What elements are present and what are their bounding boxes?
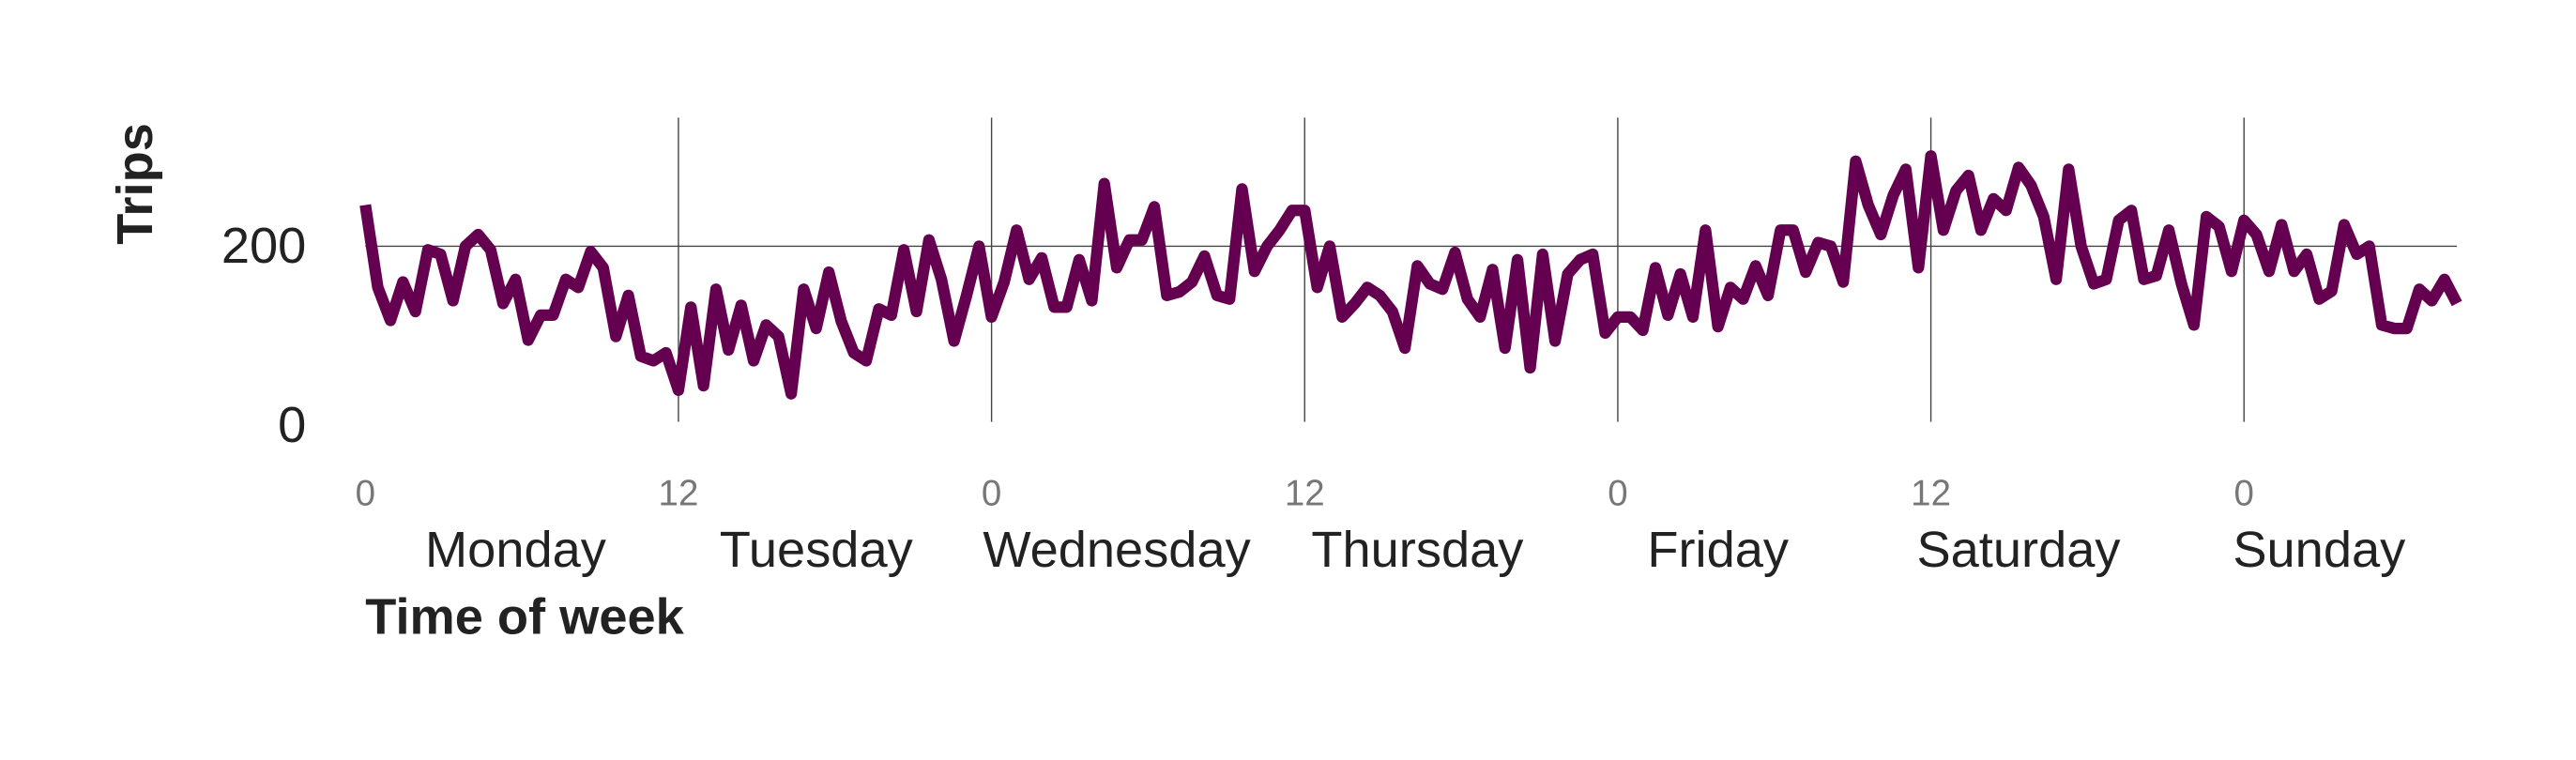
day-label: Tuesday — [720, 522, 913, 578]
x-tick-label: 12 — [1911, 474, 1951, 514]
y-tick-label: 0 — [278, 397, 306, 453]
x-tick-label: 0 — [1608, 474, 1627, 514]
day-label: Sunday — [2233, 522, 2405, 578]
x-tick-label: 0 — [2234, 474, 2254, 514]
y-tick-label: 200 — [221, 218, 306, 274]
y-axis-title: Trips — [107, 123, 163, 245]
x-tick-label: 12 — [659, 474, 699, 514]
x-tick-label: 12 — [1285, 474, 1325, 514]
day-label: Saturday — [1916, 522, 2120, 578]
day-label: Thursday — [1311, 522, 1523, 578]
day-label: Friday — [1647, 522, 1789, 578]
series-line — [359, 150, 2462, 400]
day-label: Wednesday — [983, 522, 1250, 578]
x-tick-label: 0 — [982, 474, 1001, 514]
x-axis-title: Time of week — [365, 589, 684, 646]
day-label: Monday — [425, 522, 606, 578]
x-tick-label: 0 — [356, 474, 375, 514]
